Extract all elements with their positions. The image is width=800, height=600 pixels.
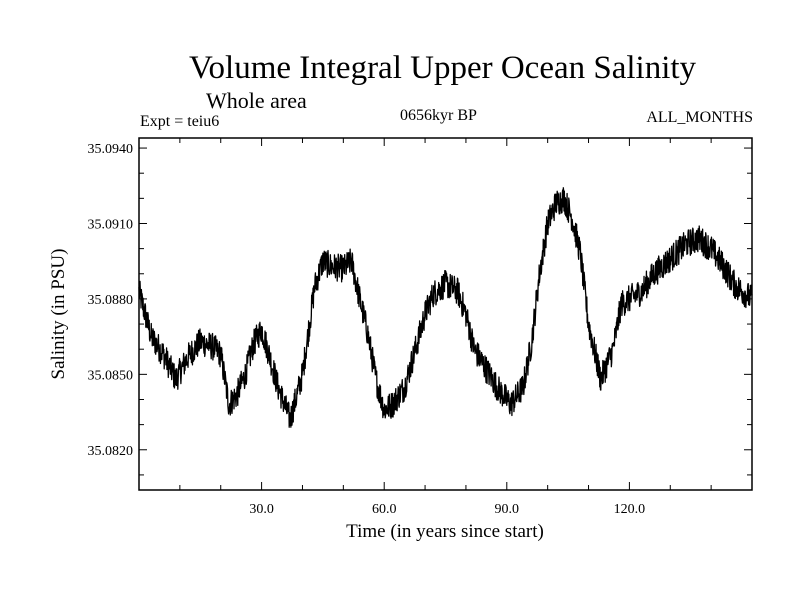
x-tick-label: 30.0 [249,502,274,517]
chart-subtitle: Whole area [206,88,307,113]
y-tick-label: 35.0940 [88,142,134,157]
y-tick-label: 35.0820 [88,444,134,459]
experiment-label: Expt = teiu6 [140,113,220,130]
y-axis-label: Salinity (in PSU) [48,249,69,380]
x-tick-label: 120.0 [614,502,646,517]
x-tick-label: 90.0 [495,502,520,517]
x-axis-label: Time (in years since start) [346,521,544,542]
period-label: 0656kyr BP [400,107,477,124]
plot-frame [138,137,753,491]
salinity-line [138,187,753,428]
y-tick-label: 35.0880 [88,293,134,308]
y-tick-label: 35.0850 [88,368,134,383]
y-tick-label: 35.0910 [88,217,134,232]
x-tick-label: 60.0 [372,502,397,517]
months-label: ALL_MONTHS [646,109,753,126]
chart-title: Volume Integral Upper Ocean Salinity [188,50,697,86]
